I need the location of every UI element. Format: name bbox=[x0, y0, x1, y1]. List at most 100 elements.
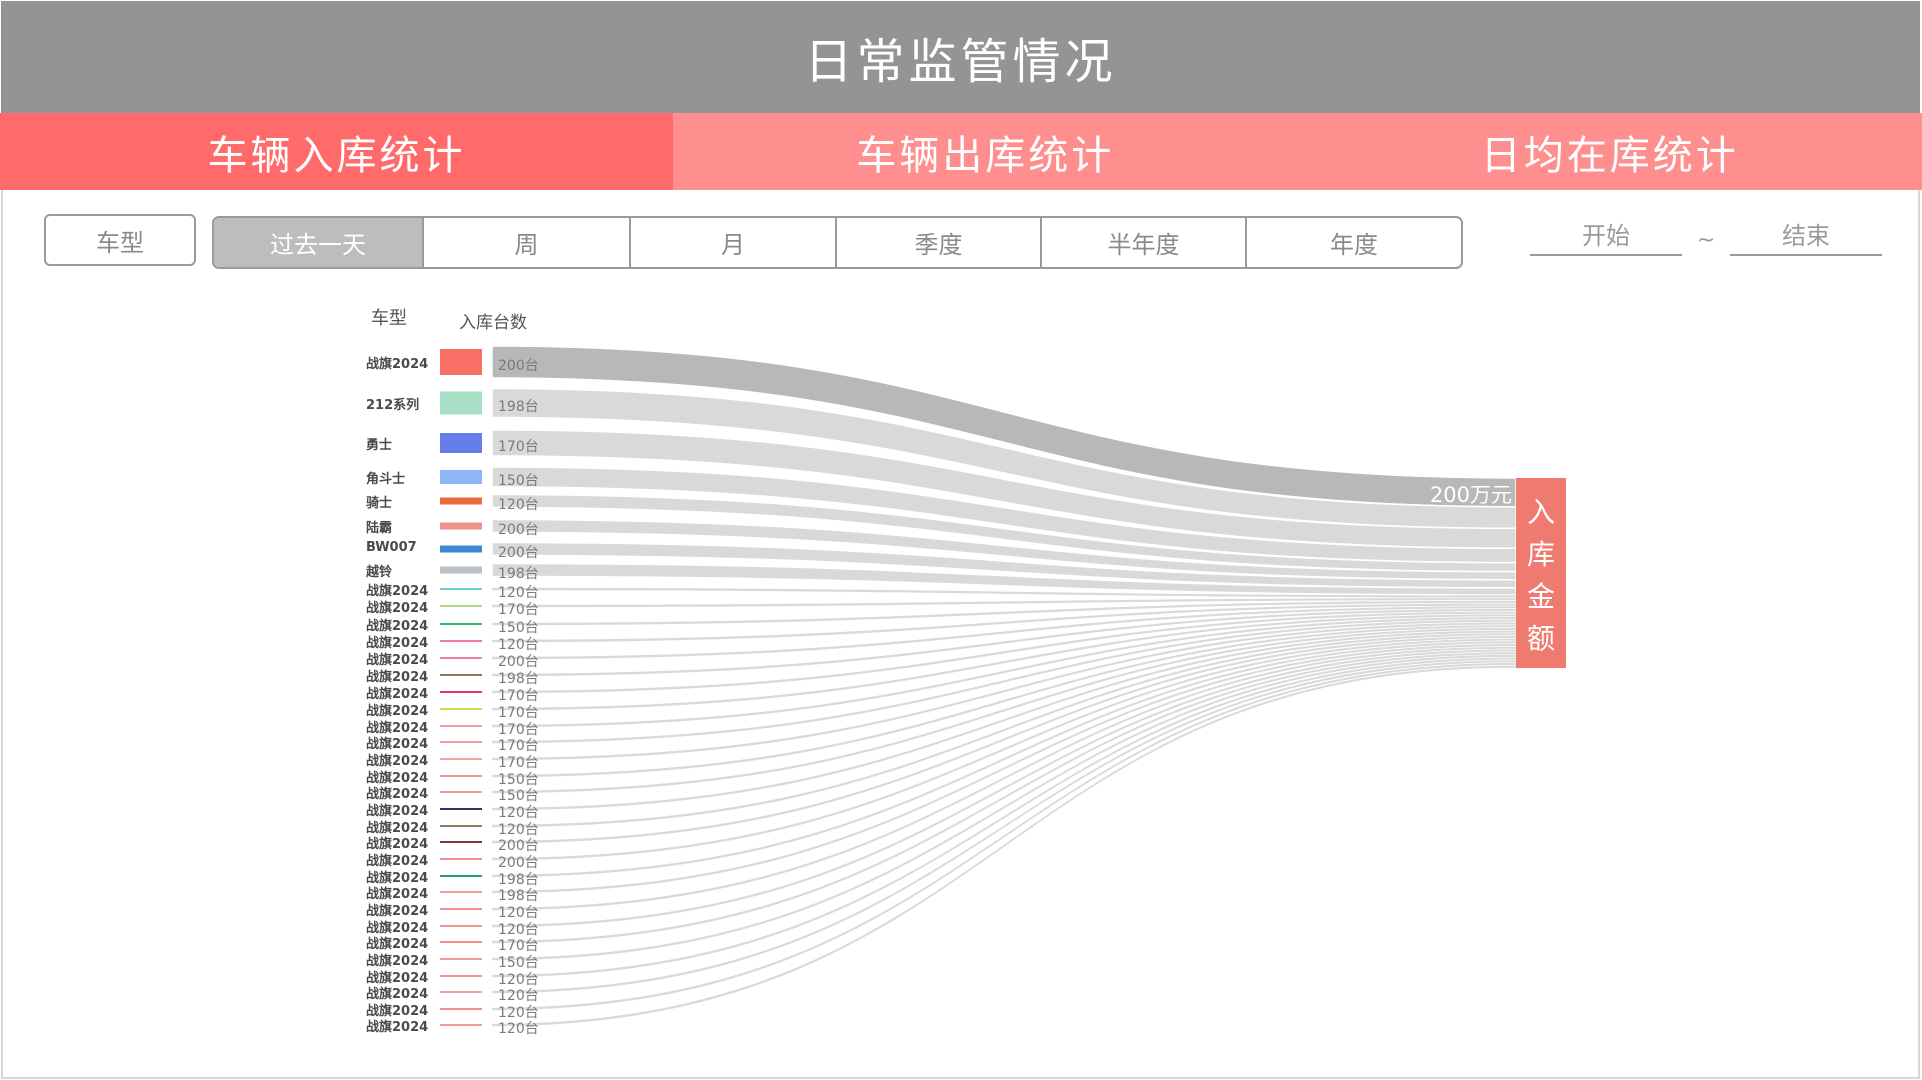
row-count-label: 150台 bbox=[498, 620, 539, 636]
row-type-label: 战旗2024 bbox=[366, 921, 429, 936]
row-count-label: 198台 bbox=[498, 399, 539, 415]
flow-group bbox=[491, 345, 1517, 1027]
row-type-label: 勇士 bbox=[366, 438, 393, 453]
row-swatch bbox=[440, 991, 482, 993]
row-type-label: 战旗2024 bbox=[366, 771, 429, 786]
row-swatch bbox=[440, 470, 482, 484]
row-type-label: 陆霸 bbox=[366, 521, 393, 536]
row-type-label: 骑士 bbox=[366, 496, 393, 511]
row-count-label: 200台 bbox=[498, 522, 539, 538]
row-count-label: 120台 bbox=[498, 497, 539, 513]
row-type-label: 战旗2024 bbox=[366, 954, 429, 969]
row-type-label: 战旗2024 bbox=[366, 937, 429, 952]
row-type-label: 战旗2024 bbox=[366, 584, 429, 599]
target-node bbox=[1516, 478, 1566, 668]
tab-inbound-stats[interactable]: 车辆入库统计 bbox=[0, 113, 673, 190]
start-date-field[interactable]: 开始 bbox=[1530, 222, 1682, 256]
row-swatch bbox=[440, 858, 482, 860]
period-quarter[interactable]: 季度 bbox=[835, 218, 1040, 267]
row-count-label: 200台 bbox=[498, 654, 539, 670]
row-swatch bbox=[440, 741, 482, 743]
row-swatch bbox=[440, 433, 482, 453]
row-count-label: 198台 bbox=[498, 888, 539, 904]
row-count-label: 200台 bbox=[498, 855, 539, 871]
period-year[interactable]: 年度 bbox=[1245, 218, 1461, 267]
row-count-label: 170台 bbox=[498, 439, 539, 455]
row-swatch bbox=[440, 708, 482, 710]
row-swatch bbox=[440, 605, 482, 607]
row-type-label: BW007 bbox=[366, 540, 417, 555]
row-type-label: 战旗2024 bbox=[366, 704, 429, 719]
flow-band bbox=[491, 646, 1517, 911]
tab-daily-stock-stats[interactable]: 日均在库统计 bbox=[1480, 132, 1739, 179]
target-label-char: 入 bbox=[1527, 496, 1555, 529]
row-count-label: 120台 bbox=[498, 637, 539, 653]
period-month[interactable]: 月 bbox=[629, 218, 835, 267]
row-swatch bbox=[440, 691, 482, 693]
row-count-label: 170台 bbox=[498, 705, 539, 721]
row-swatch bbox=[440, 758, 482, 760]
row-swatch bbox=[440, 958, 482, 960]
row-type-label: 战旗2024 bbox=[366, 619, 429, 634]
row-count-label: 120台 bbox=[498, 822, 539, 838]
row-count-label: 150台 bbox=[498, 788, 539, 804]
target-label-char: 金 bbox=[1527, 580, 1555, 613]
row-type-label: 战旗2024 bbox=[366, 1020, 429, 1035]
date-range: 开始 ~ 结束 bbox=[1530, 222, 1882, 256]
type-column-header: 车型 bbox=[371, 308, 407, 329]
row-type-label: 战旗2024 bbox=[366, 804, 429, 819]
row-type-label: 越铃 bbox=[366, 565, 393, 580]
row-count-label: 170台 bbox=[498, 688, 539, 704]
row-type-label: 战旗2024 bbox=[366, 971, 429, 986]
row-swatch bbox=[440, 775, 482, 777]
row-type-label: 战旗2024 bbox=[366, 854, 429, 869]
row-count-label: 170台 bbox=[498, 602, 539, 618]
row-count-label: 170台 bbox=[498, 755, 539, 771]
row-type-label: 战旗2024 bbox=[366, 871, 429, 886]
row-swatch bbox=[440, 566, 482, 574]
count-column-header: 入库台数 bbox=[459, 313, 527, 333]
row-count-label: 198台 bbox=[498, 566, 539, 582]
row-count-label: 120台 bbox=[498, 1021, 539, 1037]
row-count-label: 170台 bbox=[498, 722, 539, 738]
row-count-label: 150台 bbox=[498, 473, 539, 489]
tab-outbound-stats[interactable]: 车辆出库统计 bbox=[856, 132, 1115, 179]
end-date-field[interactable]: 结束 bbox=[1730, 222, 1882, 256]
row-swatch bbox=[440, 875, 482, 877]
row-swatch bbox=[440, 941, 482, 943]
target-value-label: 200万元 bbox=[1430, 483, 1512, 507]
row-type-label: 212系列 bbox=[366, 398, 420, 413]
period-week[interactable]: 周 bbox=[422, 218, 629, 267]
row-type-label: 战旗2024 bbox=[366, 357, 429, 372]
row-count-label: 120台 bbox=[498, 1005, 539, 1021]
row-type-label: 战旗2024 bbox=[366, 904, 429, 919]
row-type-label: 战旗2024 bbox=[366, 653, 429, 668]
period-half-year[interactable]: 半年度 bbox=[1040, 218, 1245, 267]
row-swatch bbox=[440, 497, 482, 505]
row-swatch bbox=[440, 640, 482, 642]
row-type-label: 战旗2024 bbox=[366, 821, 429, 836]
swatch-group bbox=[440, 349, 482, 1026]
row-swatch bbox=[440, 1008, 482, 1010]
target-label-char: 额 bbox=[1527, 622, 1555, 655]
row-swatch bbox=[440, 908, 482, 910]
row-type-label: 战旗2024 bbox=[366, 687, 429, 702]
row-swatch bbox=[440, 725, 482, 727]
row-swatch bbox=[440, 349, 482, 375]
row-count-label: 198台 bbox=[498, 671, 539, 687]
period-past-day[interactable]: 过去一天 bbox=[214, 218, 422, 267]
row-swatch bbox=[440, 623, 482, 625]
vehicle-type-button[interactable]: 车型 bbox=[44, 214, 196, 266]
page-header: 日常监管情况 bbox=[1, 1, 1920, 113]
row-type-label: 战旗2024 bbox=[366, 737, 429, 752]
row-swatch bbox=[440, 808, 482, 810]
row-count-label: 120台 bbox=[498, 585, 539, 601]
row-count-label: 200台 bbox=[498, 838, 539, 854]
row-count-label: 120台 bbox=[498, 972, 539, 988]
row-count-label: 170台 bbox=[498, 738, 539, 754]
row-count-label: 120台 bbox=[498, 805, 539, 821]
stat-tabs: 车辆入库统计 车辆出库统计 日均在库统计 bbox=[0, 113, 1922, 190]
row-swatch bbox=[440, 841, 482, 843]
row-swatch bbox=[440, 975, 482, 977]
